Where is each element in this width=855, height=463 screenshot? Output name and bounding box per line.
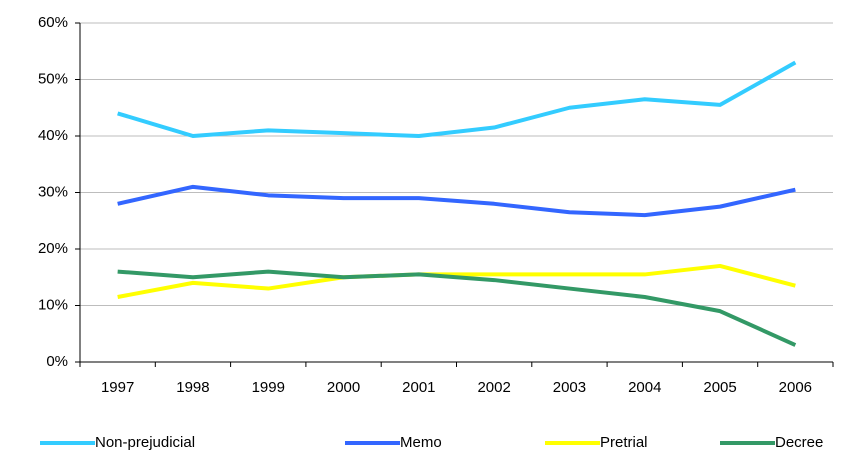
y-tick-label: 50% [38,70,68,87]
series-line [117,184,796,218]
y-tick-label: 20% [38,240,68,257]
x-tick-label: 2006 [779,379,812,396]
x-tick-label: 2002 [477,379,510,396]
x-tick-label: 1999 [252,379,285,396]
series-line [117,263,796,299]
legend-label: Non-prejudicial [95,434,195,451]
y-tick-label: 30% [38,183,68,200]
legend-label: Pretrial [600,434,648,451]
legend-label: Decree [775,434,823,451]
x-tick-label: 2005 [703,379,736,396]
x-tick-label: 2000 [327,379,360,396]
series-line [117,269,797,347]
y-tick-label: 10% [38,296,68,313]
y-tick-label: 40% [38,127,68,144]
legend-label: Memo [400,434,442,451]
x-tick-label: 2004 [628,379,661,396]
series-line [117,60,797,138]
x-tick-label: 2001 [402,379,435,396]
y-tick-label: 0% [46,353,68,370]
x-tick-label: 2003 [553,379,586,396]
x-tick-label: 1997 [101,379,134,396]
y-tick-label: 60% [38,14,68,31]
x-tick-label: 1998 [176,379,209,396]
